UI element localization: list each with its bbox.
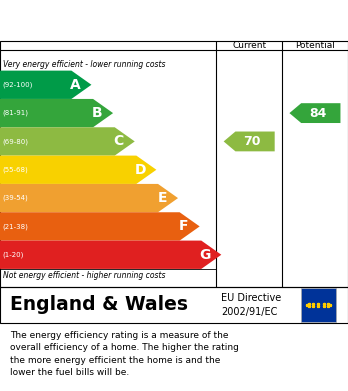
Text: 70: 70 xyxy=(243,135,260,148)
Polygon shape xyxy=(290,103,340,123)
Polygon shape xyxy=(0,127,135,156)
Text: Current: Current xyxy=(232,41,266,50)
Text: England & Wales: England & Wales xyxy=(10,296,188,314)
Text: (81-91): (81-91) xyxy=(3,110,29,117)
Polygon shape xyxy=(0,184,178,212)
Text: A: A xyxy=(70,78,81,92)
Text: C: C xyxy=(113,135,124,149)
Polygon shape xyxy=(0,240,221,269)
Text: Very energy efficient - lower running costs: Very energy efficient - lower running co… xyxy=(3,59,166,68)
Text: Potential: Potential xyxy=(295,41,335,50)
Text: Energy Efficiency Rating: Energy Efficiency Rating xyxy=(10,11,239,30)
Text: (21-38): (21-38) xyxy=(3,223,29,230)
Text: (1-20): (1-20) xyxy=(3,251,24,258)
Text: E: E xyxy=(157,191,167,205)
Text: D: D xyxy=(135,163,146,177)
Text: G: G xyxy=(200,248,211,262)
Text: (92-100): (92-100) xyxy=(3,82,33,88)
Text: The energy efficiency rating is a measure of the
overall efficiency of a home. T: The energy efficiency rating is a measur… xyxy=(10,331,239,377)
Polygon shape xyxy=(0,99,113,127)
Text: 84: 84 xyxy=(309,107,326,120)
Text: Not energy efficient - higher running costs: Not energy efficient - higher running co… xyxy=(3,271,166,280)
Polygon shape xyxy=(0,212,200,240)
Text: EU Directive
2002/91/EC: EU Directive 2002/91/EC xyxy=(221,293,281,317)
Text: B: B xyxy=(92,106,102,120)
Polygon shape xyxy=(0,71,92,99)
Text: (55-68): (55-68) xyxy=(3,167,29,173)
Bar xyxy=(301,287,336,323)
Text: (39-54): (39-54) xyxy=(3,195,29,201)
Polygon shape xyxy=(0,156,156,184)
Text: (69-80): (69-80) xyxy=(3,138,29,145)
Polygon shape xyxy=(224,131,275,151)
Text: F: F xyxy=(179,219,188,233)
